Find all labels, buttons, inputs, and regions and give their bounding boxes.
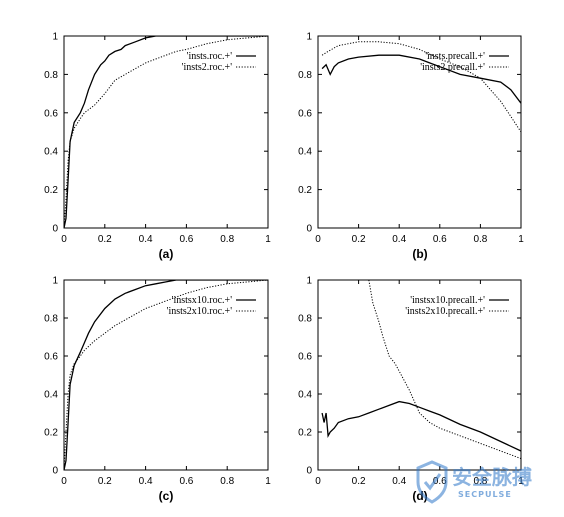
x-tick-label-d: 0.2 bbox=[352, 476, 366, 487]
x-tick-label-b: 0 bbox=[315, 234, 321, 245]
y-tick-label-d: 0.6 bbox=[298, 352, 312, 363]
series-line-d-1 bbox=[321, 400, 521, 452]
legend-label-a-1: 'insts.roc.+' bbox=[187, 51, 233, 62]
y-tick-label-c: 0.2 bbox=[44, 428, 58, 439]
x-tick-label-c: 0.8 bbox=[220, 476, 234, 487]
chart-b: 0 0.2 0.4 0.6 0.8 1 0 0.2 0.4 0.6 0.8 1 'insts.preca… bbox=[298, 32, 524, 262]
x-tick-label-b: 0.8 bbox=[473, 234, 487, 245]
y-tick-label-c: 0.8 bbox=[44, 314, 58, 325]
y-tick-label-c: 0.4 bbox=[44, 390, 58, 401]
plot-frame-c bbox=[63, 279, 269, 471]
legend-label-c-2: 'insts2x10.roc.+' bbox=[167, 306, 233, 317]
chart-c: 0 0.2 0.4 0.6 0.8 1 0 0.2 0.4 0.6 0.8 1 'instsx10.ro… bbox=[44, 276, 271, 504]
watermark-subtext: SECPULSE bbox=[458, 490, 512, 499]
x-tick-label-a: 0.6 bbox=[179, 234, 193, 245]
y-tick-label-a: 1 bbox=[52, 32, 58, 43]
y-tick-label-d: 0 bbox=[306, 466, 312, 477]
y-tick-label-d: 0.2 bbox=[298, 428, 312, 439]
y-tick-label-a: 0.4 bbox=[44, 147, 58, 158]
y-tick-label-a: 0.2 bbox=[44, 185, 58, 196]
legend-label-c-1: 'instsx10.roc.+' bbox=[172, 295, 233, 306]
caption-c: (c) bbox=[159, 489, 174, 503]
caption-a: (a) bbox=[159, 247, 174, 261]
x-tick-label-a: 0.2 bbox=[98, 234, 112, 245]
x-tick-label-b: 0.6 bbox=[433, 234, 447, 245]
x-tick-label-c: 0 bbox=[61, 476, 67, 487]
y-tick-label-c: 0.6 bbox=[44, 352, 58, 363]
x-tick-label-a: 0.4 bbox=[139, 234, 153, 245]
x-tick-label-c: 0.4 bbox=[139, 476, 153, 487]
x-tick-label-c: 1 bbox=[265, 476, 271, 487]
x-tick-label-a: 0 bbox=[61, 234, 67, 245]
y-tick-label-b: 1 bbox=[306, 32, 312, 43]
series-line-b-1 bbox=[321, 54, 521, 104]
y-tick-label-b: 0.2 bbox=[298, 185, 312, 196]
series-line-c-1 bbox=[64, 280, 268, 470]
series-line-d-2 bbox=[368, 280, 521, 460]
chart-d: 0 0.2 0.4 0.6 0.8 1 0 0.2 0.4 0.6 0.8 1 'instsx10.pr… bbox=[298, 276, 524, 504]
x-tick-label-b: 1 bbox=[518, 234, 524, 245]
x-tick-label-d: 0.4 bbox=[392, 476, 406, 487]
legend-label-b-1: 'insts.precall.+' bbox=[425, 51, 485, 62]
chart-a: 0 0.2 0.4 0.6 0.8 1 0 0.2 0.4 0.6 0.8 1 'insts.roc.+… bbox=[44, 32, 271, 262]
x-tick-label-b: 0.4 bbox=[392, 234, 406, 245]
plot-frame-a bbox=[63, 35, 269, 229]
x-tick-label-b: 0.2 bbox=[352, 234, 366, 245]
caption-b: (b) bbox=[412, 247, 427, 261]
y-tick-label-b: 0.4 bbox=[298, 147, 312, 158]
y-tick-label-d: 1 bbox=[306, 276, 312, 287]
watermark-text: 安全脉搏 bbox=[452, 465, 532, 489]
x-tick-label-a: 0.8 bbox=[220, 234, 234, 245]
y-tick-label-a: 0 bbox=[52, 224, 58, 235]
legend-label-d-2: 'insts2x10.precall.+' bbox=[405, 306, 485, 317]
x-tick-label-d: 0 bbox=[315, 476, 321, 487]
x-tick-label-d: 0.8 bbox=[473, 476, 487, 487]
y-tick-label-d: 0.8 bbox=[298, 314, 312, 325]
series-line-a-2 bbox=[64, 36, 268, 228]
watermark: 安全脉搏 SECPULSE bbox=[416, 460, 532, 504]
x-tick-label-d: 1 bbox=[518, 476, 524, 487]
x-tick-label-c: 0.6 bbox=[179, 476, 193, 487]
shield-check-icon bbox=[423, 473, 442, 491]
legend-label-a-2: 'insts2.roc.+' bbox=[182, 62, 233, 73]
y-tick-label-d: 0.4 bbox=[298, 390, 312, 401]
shield-icon bbox=[416, 460, 448, 504]
y-tick-label-a: 0.8 bbox=[44, 70, 58, 81]
x-tick-label-c: 0.2 bbox=[98, 476, 112, 487]
x-tick-label-a: 1 bbox=[265, 234, 271, 245]
caption-d: (d) bbox=[412, 489, 427, 503]
y-tick-label-c: 1 bbox=[52, 276, 58, 287]
x-tick-label-d: 0.6 bbox=[433, 476, 447, 487]
legend-label-d-1: 'instsx10.precall.+' bbox=[410, 295, 485, 306]
series-line-a-1 bbox=[64, 36, 268, 228]
legend-label-b-2: 'insts2.precall.+' bbox=[420, 62, 485, 73]
y-tick-label-b: 0 bbox=[306, 224, 312, 235]
y-tick-label-c: 0 bbox=[52, 466, 58, 477]
series-line-b-2 bbox=[321, 41, 521, 133]
y-tick-label-a: 0.6 bbox=[44, 108, 58, 119]
y-tick-label-b: 0.6 bbox=[298, 108, 312, 119]
y-tick-label-b: 0.8 bbox=[298, 70, 312, 81]
